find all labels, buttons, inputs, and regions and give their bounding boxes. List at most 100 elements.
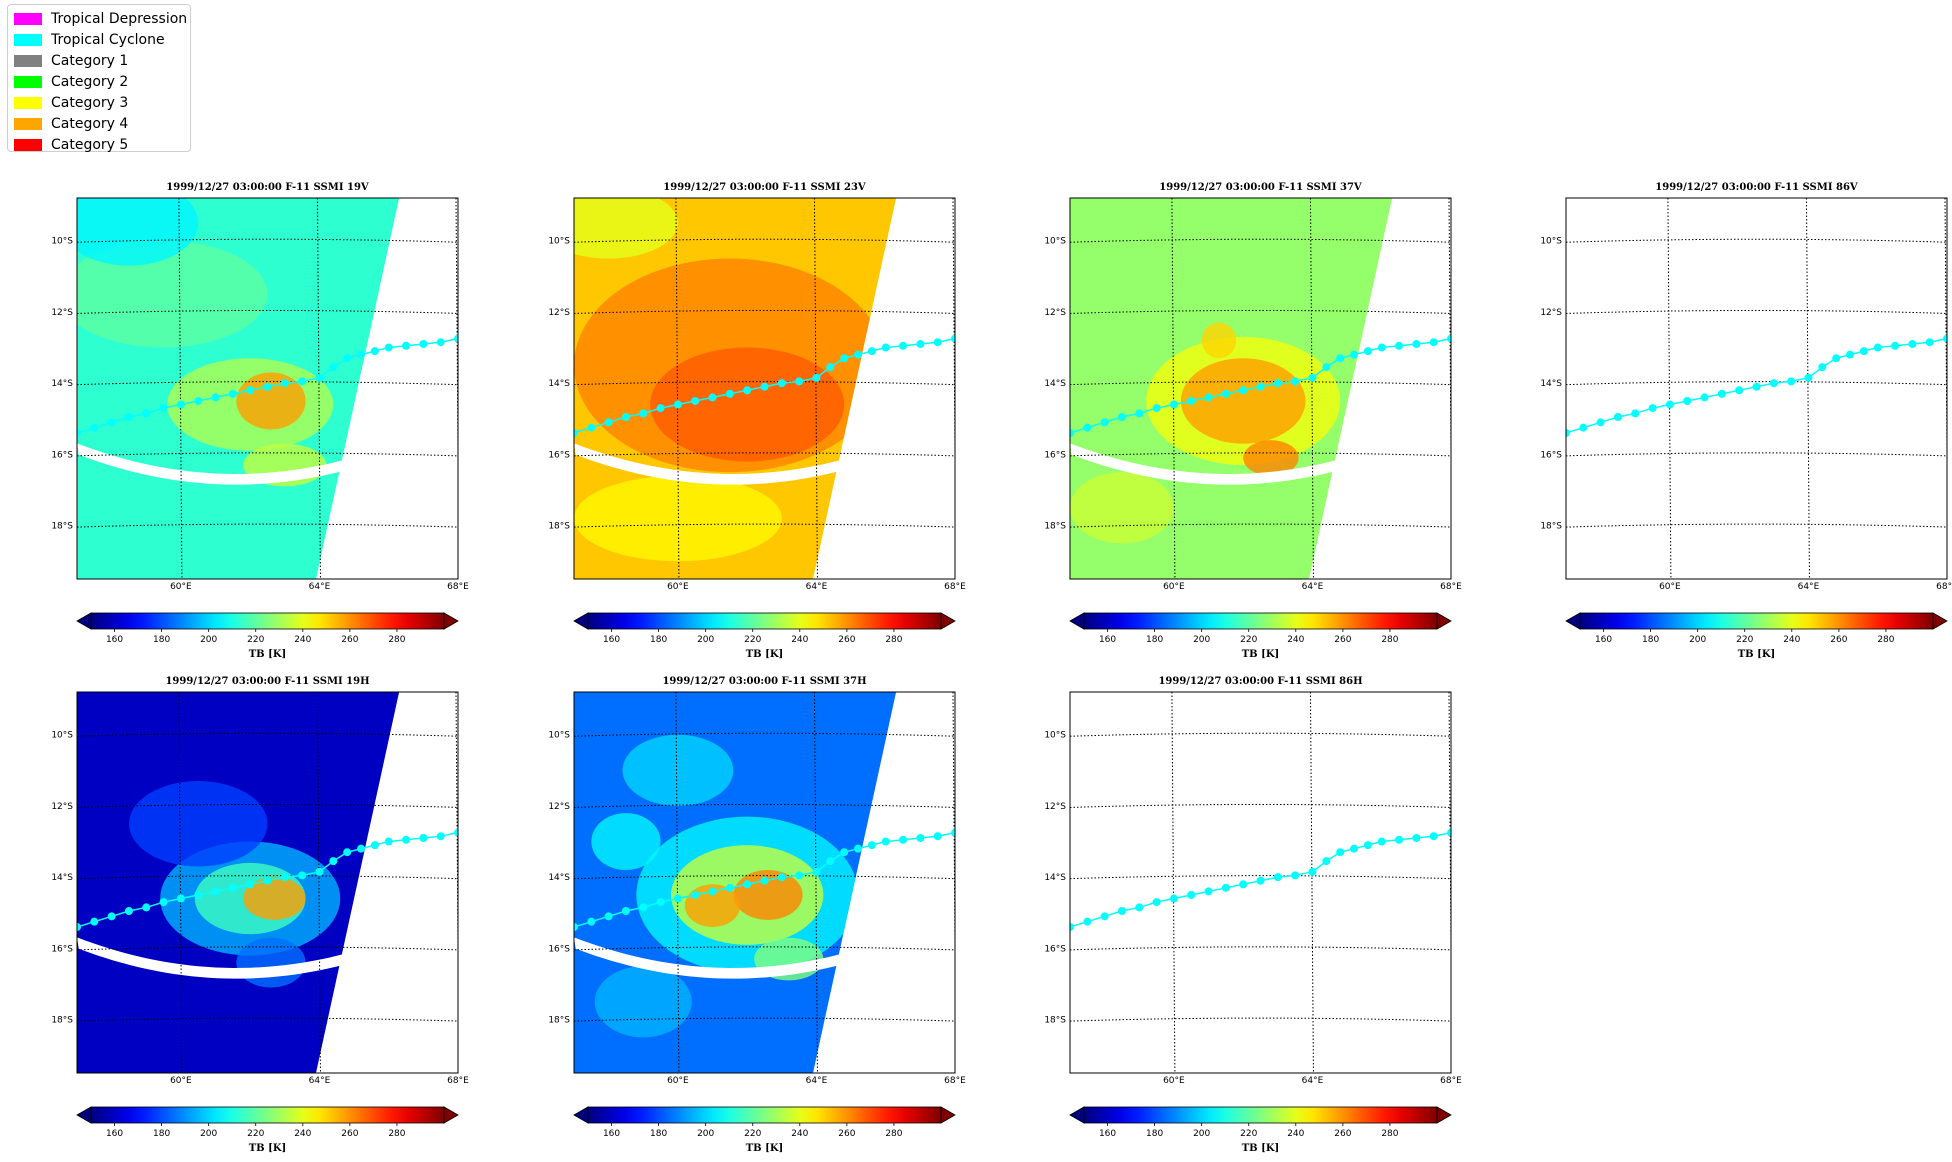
tb-feature [650, 347, 845, 462]
lat-tick-label: 12°S [51, 308, 73, 318]
track-point [194, 890, 203, 899]
track-point [329, 363, 338, 372]
track-point [1832, 354, 1841, 363]
track-point [329, 857, 338, 866]
lon-tick-label: 64°E [806, 1076, 828, 1086]
track-point [159, 898, 168, 907]
track-point [1412, 339, 1421, 348]
meridian [1171, 198, 1176, 579]
track-point [211, 393, 220, 402]
scan-gap [574, 937, 862, 979]
lon-tick-label: 64°E [1302, 582, 1324, 592]
swath-data [1070, 198, 1393, 579]
lat-tick-label: 18°S [1540, 522, 1562, 532]
lat-tick-label: 16°S [548, 944, 570, 954]
lon-tick-label: 60°E [667, 1076, 689, 1086]
meridian [675, 692, 680, 1073]
graticule [1566, 198, 1947, 579]
meridian [675, 198, 680, 579]
panel-title: 1999/12/27 03:00:00 F-11 SSMI 37H [662, 676, 866, 687]
storm-track [77, 828, 458, 932]
parallel [574, 1017, 955, 1022]
track-point [1395, 341, 1404, 350]
meridian [1309, 198, 1314, 579]
colorbar-tick-label: 240 [791, 635, 808, 645]
graticule [1070, 198, 1451, 579]
parallel [1070, 875, 1451, 880]
track-point [1447, 828, 1451, 837]
tb-feature [1201, 322, 1237, 359]
graticule [574, 198, 955, 579]
lon-tick-label: 68°E [944, 1076, 966, 1086]
tb-feature [77, 240, 268, 348]
lat-tick-label: 16°S [548, 450, 570, 460]
track-point [357, 350, 366, 359]
track-point [1117, 412, 1126, 421]
track-point [587, 917, 596, 926]
track-point [1273, 379, 1282, 388]
map-panel: 1999/12/27 03:00:00 F-11 SSMI 86H 10°S 12°… [1044, 676, 1462, 1154]
parallel [574, 946, 955, 951]
meridian [316, 198, 321, 579]
colorbar-tick-label: 200 [1689, 635, 1706, 645]
colorbar-tick-label: 260 [1830, 635, 1847, 645]
track-point [604, 418, 613, 427]
panel-title: 1999/12/27 03:00:00 F-11 SSMI 23V [663, 182, 866, 193]
track-point [1336, 354, 1345, 363]
colorbar-tick-label: 220 [1736, 635, 1753, 645]
map-frame [1069, 197, 1452, 580]
colorbar-extend-high [1436, 1106, 1452, 1124]
colorbar-tick-label: 280 [1381, 635, 1398, 645]
track-point [1735, 386, 1744, 395]
track-point [263, 382, 272, 391]
legend-swatch [14, 12, 42, 25]
track-point [708, 887, 717, 896]
colorbar-gradient [587, 612, 942, 630]
track-point [1683, 396, 1692, 405]
track-point [142, 903, 151, 912]
track-point [280, 873, 289, 882]
lat-tick-label: 10°S [548, 237, 570, 247]
track-point [1204, 393, 1213, 402]
tb-feature [243, 877, 306, 920]
lat-tick-label: 18°S [51, 1016, 73, 1026]
track-point [826, 857, 835, 866]
colorbar-tick-label: 200 [1193, 1129, 1210, 1139]
map-panel: 1999/12/27 03:00:00 F-11 SSMI 19V 10°S 12°… [51, 182, 469, 660]
graticule [77, 692, 458, 1073]
storm-track [1566, 334, 1947, 438]
track-point [1322, 857, 1331, 866]
colorbar-tick-label: 220 [1240, 1129, 1257, 1139]
track-point [1308, 373, 1317, 382]
colorbar-label: TB [K] [249, 649, 287, 660]
colorbar-extend-high [940, 1106, 956, 1124]
meridian [1448, 198, 1451, 516]
scan-gap [77, 443, 365, 485]
colorbar-tick-label: 180 [650, 635, 667, 645]
lat-tick-label: 10°S [548, 731, 570, 741]
colorbar-tick-label: 220 [744, 635, 761, 645]
lon-tick-label: 60°E [667, 582, 689, 592]
colorbar-gradient [90, 1106, 445, 1124]
track-point [951, 828, 955, 837]
meridian [952, 692, 955, 1010]
track-point [1221, 389, 1230, 398]
track-point [402, 835, 411, 844]
tb-feature [236, 937, 306, 988]
lon-tick-label: 68°E [1440, 1076, 1462, 1086]
track-point [1363, 841, 1372, 850]
meridian [178, 692, 183, 1073]
lat-tick-label: 12°S [1044, 802, 1066, 812]
panel-title: 1999/12/27 03:00:00 F-11 SSMI 86H [1158, 676, 1362, 687]
colorbar: 160 180 200 220 240 260 280 TB [K] [1565, 612, 1948, 660]
colorbar-label: TB [K] [746, 649, 784, 660]
track-point [1187, 890, 1196, 899]
track-point [1787, 377, 1796, 386]
legend-item: Tropical Depression [8, 8, 190, 29]
track-point [1169, 400, 1178, 409]
parallel [574, 381, 955, 386]
colorbar-label: TB [K] [746, 1143, 784, 1154]
lon-tick-label: 60°E [170, 582, 192, 592]
lat-tick-label: 14°S [548, 873, 570, 883]
lat-tick-label: 16°S [1540, 450, 1562, 460]
